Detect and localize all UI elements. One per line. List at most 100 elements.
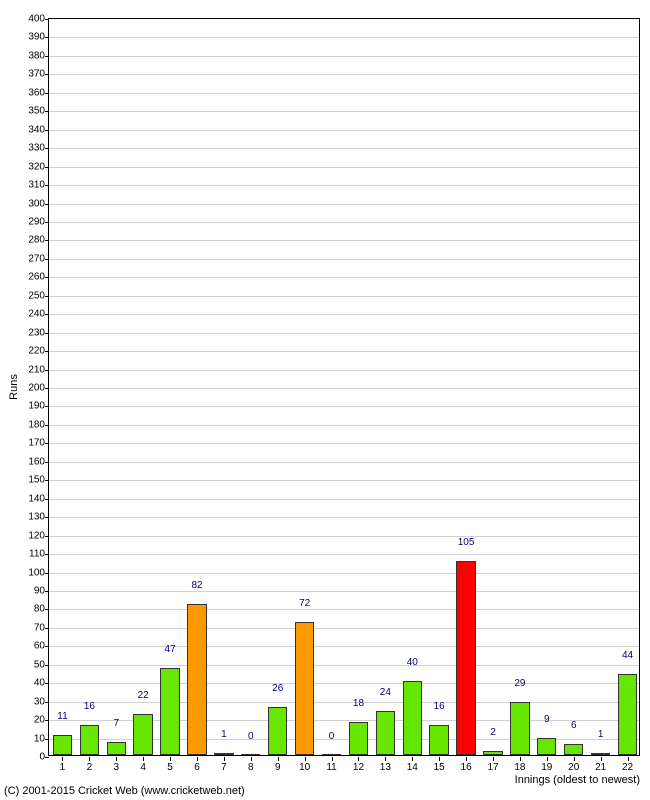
bar-value-label: 1 [221, 729, 227, 740]
xtick-label: 20 [568, 762, 579, 773]
gridline [49, 443, 639, 444]
xtick-mark [332, 757, 333, 761]
ytick-label: 360 [28, 87, 49, 98]
gridline [49, 665, 639, 666]
xtick-label: 5 [167, 762, 173, 773]
bar-value-label: 72 [299, 598, 310, 609]
xtick-label: 13 [380, 762, 391, 773]
bar [564, 744, 583, 755]
ytick-label: 210 [28, 364, 49, 375]
xtick-mark [520, 757, 521, 761]
xtick-mark [224, 757, 225, 761]
bar-value-label: 7 [113, 718, 119, 729]
ytick-label: 20 [34, 715, 49, 726]
gridline [49, 37, 639, 38]
gridline [49, 56, 639, 57]
xtick-label: 12 [353, 762, 364, 773]
xtick-mark [466, 757, 467, 761]
xtick-mark [601, 757, 602, 761]
bar [456, 561, 475, 755]
ytick-label: 250 [28, 290, 49, 301]
plot-area: 0102030405060708090100110120130140150160… [48, 18, 640, 756]
bar [376, 711, 395, 755]
ytick-label: 270 [28, 253, 49, 264]
gridline [49, 240, 639, 241]
xtick-label: 22 [622, 762, 633, 773]
xtick-mark [89, 757, 90, 761]
xtick-label: 3 [113, 762, 119, 773]
bar [295, 622, 314, 755]
xtick-mark [197, 757, 198, 761]
ytick-label: 350 [28, 106, 49, 117]
ytick-label: 100 [28, 567, 49, 578]
bar-value-label: 24 [380, 687, 391, 698]
gridline [49, 111, 639, 112]
gridline [49, 296, 639, 297]
xtick-label: 19 [541, 762, 552, 773]
bar [268, 707, 287, 755]
xtick-mark [385, 757, 386, 761]
ytick-label: 380 [28, 50, 49, 61]
gridline [49, 591, 639, 592]
ytick-label: 230 [28, 327, 49, 338]
ytick-label: 340 [28, 124, 49, 135]
ytick-label: 30 [34, 696, 49, 707]
bar [187, 604, 206, 755]
ytick-label: 50 [34, 659, 49, 670]
bar-value-label: 82 [191, 580, 202, 591]
bar [537, 738, 556, 755]
ytick-label: 260 [28, 272, 49, 283]
bar-value-label: 11 [57, 711, 67, 722]
gridline [49, 185, 639, 186]
ytick-label: 300 [28, 198, 49, 209]
xtick-mark [305, 757, 306, 761]
bar [510, 702, 529, 756]
bar [133, 714, 152, 755]
gridline [49, 167, 639, 168]
xtick-label: 1 [60, 762, 66, 773]
xtick-label: 10 [299, 762, 310, 773]
gridline [49, 148, 639, 149]
xtick-label: 15 [434, 762, 445, 773]
ytick-label: 10 [34, 733, 49, 744]
ytick-label: 70 [34, 622, 49, 633]
gridline [49, 646, 639, 647]
gridline [49, 499, 639, 500]
ytick-label: 220 [28, 346, 49, 357]
bar [214, 753, 233, 755]
ytick-label: 400 [28, 14, 49, 25]
gridline [49, 333, 639, 334]
ytick-label: 140 [28, 493, 49, 504]
ytick-label: 240 [28, 309, 49, 320]
gridline [49, 130, 639, 131]
xtick-label: 6 [194, 762, 200, 773]
xtick-mark [62, 757, 63, 761]
bar [107, 742, 126, 755]
bar [591, 753, 610, 755]
bar-value-label: 9 [544, 714, 550, 725]
bar-value-label: 44 [622, 650, 633, 661]
xtick-mark [278, 757, 279, 761]
ytick-label: 370 [28, 69, 49, 80]
bar-value-label: 16 [434, 701, 445, 712]
bar-value-label: 22 [138, 690, 149, 701]
ytick-label: 180 [28, 419, 49, 430]
xtick-label: 16 [461, 762, 472, 773]
xtick-label: 2 [87, 762, 93, 773]
gridline [49, 480, 639, 481]
xtick-mark [251, 757, 252, 761]
gridline [49, 609, 639, 610]
xtick-mark [116, 757, 117, 761]
xtick-mark [574, 757, 575, 761]
bar-value-label: 6 [571, 720, 577, 731]
bar-value-label: 26 [272, 683, 283, 694]
xtick-label: 11 [326, 762, 336, 773]
ytick-label: 60 [34, 641, 49, 652]
ytick-label: 150 [28, 475, 49, 486]
xtick-label: 8 [248, 762, 254, 773]
gridline [49, 351, 639, 352]
gridline [49, 406, 639, 407]
ytick-label: 160 [28, 456, 49, 467]
gridline [49, 702, 639, 703]
xtick-label: 14 [407, 762, 418, 773]
